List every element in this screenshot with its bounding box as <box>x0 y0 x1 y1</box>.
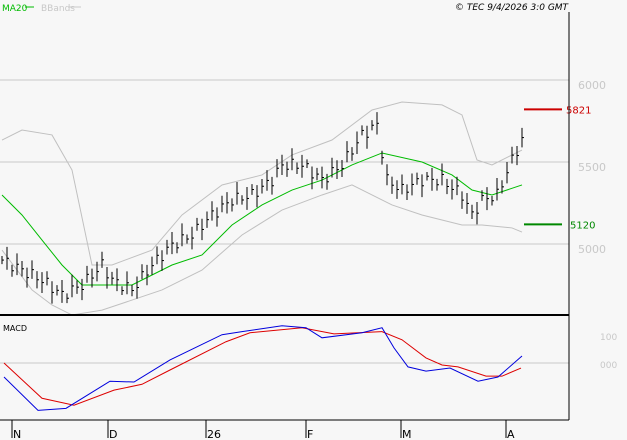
x-tick-label: F <box>307 428 313 440</box>
macd-y-tick-label: 000 <box>600 361 617 371</box>
copyright: © TEC 9/4/2026 3:0 GMT <box>455 3 570 13</box>
macd-y-tick-label: 100 <box>600 333 617 343</box>
resistance-label: 5821 <box>566 105 591 116</box>
price-panel: 6000 5500 5000 5821 5120 <box>0 79 606 316</box>
macd-panel: 100 000 <box>0 325 617 411</box>
ma20-line <box>1 152 523 286</box>
support-label: 5120 <box>570 220 595 231</box>
x-tick-label: N <box>13 428 21 440</box>
x-tick-label: M <box>402 428 412 440</box>
legend-ma20: MA20 <box>2 4 28 14</box>
x-tick-label: D <box>109 428 117 440</box>
x-tick-label: A <box>507 428 515 440</box>
bollinger-upper <box>1 101 523 266</box>
y-tick-label: 6000 <box>578 79 606 92</box>
macd-signal-line <box>3 327 522 406</box>
x-axis: N D 26 F M A <box>11 420 515 440</box>
macd-line <box>3 325 523 411</box>
x-tick-label: 26 <box>207 428 221 440</box>
legend-bbands: BBands <box>41 4 75 14</box>
y-tick-label: 5000 <box>578 243 606 256</box>
macd-label: MACD <box>3 324 27 333</box>
y-tick-label: 5500 <box>578 161 606 174</box>
